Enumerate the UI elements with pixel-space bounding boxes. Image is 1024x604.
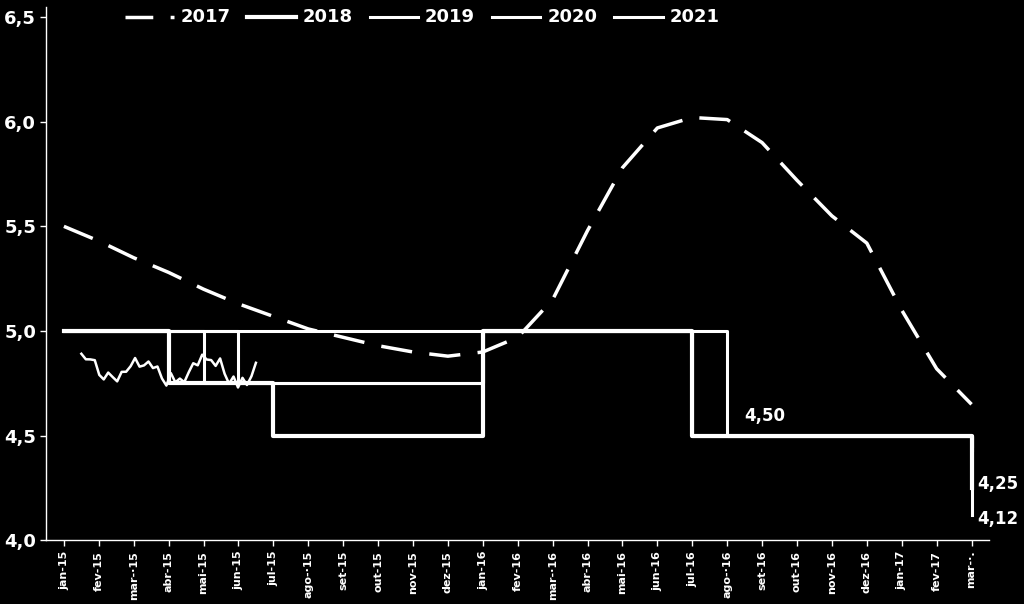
Text: 4,12: 4,12 xyxy=(977,510,1018,528)
Text: 4,50: 4,50 xyxy=(744,407,785,425)
Text: 4,25: 4,25 xyxy=(977,475,1018,493)
Legend: 2017, 2018, 2019, 2020, 2021: 2017, 2018, 2019, 2020, 2021 xyxy=(120,3,725,32)
